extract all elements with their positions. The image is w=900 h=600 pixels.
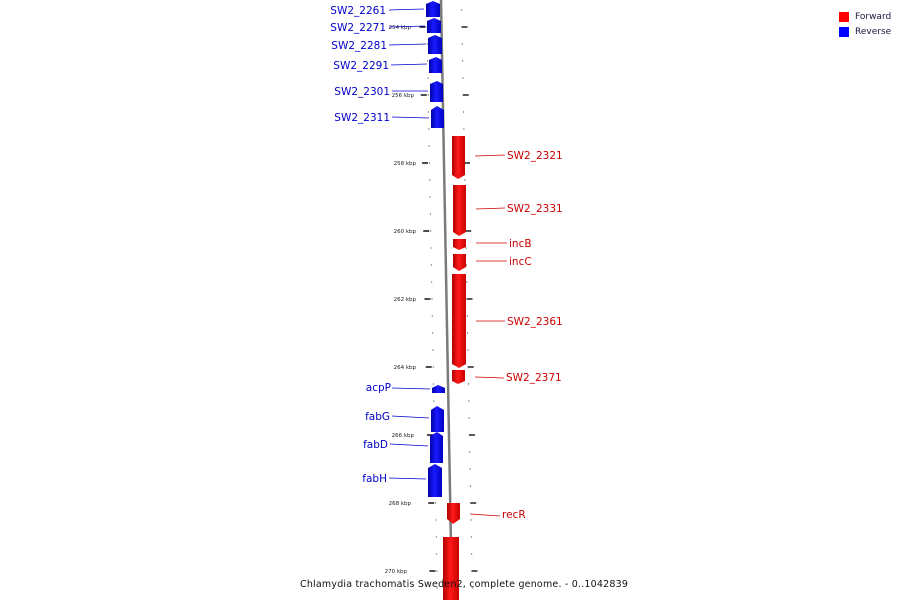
gene-label[interactable]: incB — [509, 238, 532, 250]
legend-label: Forward — [855, 11, 892, 22]
leader-line — [391, 415, 430, 419]
leader-line — [475, 207, 506, 210]
forward-genes — [443, 136, 466, 600]
leader-line — [391, 387, 431, 390]
gene-SW2_2361[interactable] — [452, 274, 466, 368]
gene-label[interactable]: acpP — [366, 382, 391, 394]
genome-caption: Chlamydia trachomatis Sweden2, complete … — [300, 579, 629, 590]
gene-recR[interactable] — [447, 503, 460, 524]
gene-fabD[interactable] — [430, 432, 443, 463]
ruler-label: 270 kbp — [385, 569, 408, 575]
leader-line — [388, 8, 425, 11]
ruler-label: 256 kbp — [392, 93, 415, 99]
leader-line — [474, 376, 505, 379]
leader-line — [388, 25, 426, 28]
gene-SW2_2261[interactable] — [426, 1, 440, 17]
gene-label[interactable]: fabG — [365, 411, 390, 423]
gene-label[interactable]: SW2_2331 — [507, 203, 563, 215]
gene-label[interactable]: fabD — [363, 439, 388, 451]
legend-item-reverse: Reverse — [839, 24, 891, 39]
gene-SW2_2291[interactable] — [429, 57, 442, 73]
gene-SW2_2331[interactable] — [453, 185, 466, 236]
gene-label[interactable]: SW2_2301 — [334, 86, 390, 98]
ruler-label: 268 kbp — [389, 501, 412, 507]
ruler-label: 260 kbp — [394, 229, 417, 235]
ruler-labels: 254 kbp 256 kbp 258 kbp 260 kbp 262 kbp … — [385, 25, 417, 575]
gene-label[interactable]: SW2_2361 — [507, 316, 563, 328]
legend-label: Reverse — [855, 26, 892, 37]
gene-label[interactable]: SW2_2311 — [334, 112, 390, 124]
gene-label[interactable]: SW2_2321 — [507, 150, 563, 162]
leader-line — [390, 63, 428, 66]
ruler-label: 262 kbp — [394, 297, 417, 303]
reverse-swatch — [839, 26, 849, 37]
gene-label[interactable]: SW2_2271 — [330, 22, 386, 34]
gene-label[interactable]: SW2_2371 — [506, 372, 562, 384]
leader-line — [474, 154, 506, 157]
gene-SW2_2301[interactable] — [430, 81, 443, 102]
gene-incB[interactable] — [453, 239, 466, 250]
ruler-ticks — [419, 9, 478, 589]
gene-label[interactable]: SW2_2291 — [333, 60, 389, 72]
gene-label[interactable]: fabH — [362, 473, 387, 485]
leader-line — [389, 443, 429, 447]
gene-forward-partial[interactable] — [443, 537, 459, 600]
reverse-genes — [426, 1, 445, 497]
forward-swatch — [839, 11, 849, 22]
ruler-label: 254 kbp — [389, 25, 412, 31]
reverse-gene-labels: SW2_2261 SW2_2271 SW2_2281 SW2_2291 SW2_… — [330, 5, 391, 485]
ruler-label: 266 kbp — [392, 433, 415, 439]
gene-SW2_2271[interactable] — [427, 18, 441, 33]
gene-label[interactable]: SW2_2281 — [331, 40, 387, 52]
gene-SW2_2281[interactable] — [428, 35, 442, 54]
gene-fabG[interactable] — [431, 406, 444, 432]
legend-item-forward: Forward — [839, 9, 891, 24]
leader-line — [388, 43, 427, 46]
gene-SW2_2321[interactable] — [452, 136, 465, 179]
gene-SW2_2371[interactable] — [452, 370, 465, 384]
gene-fabH[interactable] — [428, 464, 442, 497]
gene-label[interactable]: SW2_2261 — [330, 5, 386, 17]
leader-line — [391, 116, 430, 119]
gene-acpP[interactable] — [432, 385, 445, 393]
gene-label[interactable]: incC — [509, 256, 532, 268]
gene-label[interactable]: recR — [502, 509, 526, 521]
leader-line — [469, 513, 501, 517]
gene-SW2_2311[interactable] — [431, 106, 444, 128]
ruler-label: 264 kbp — [394, 365, 417, 371]
leader-line — [388, 477, 427, 480]
gene-incC[interactable] — [453, 254, 466, 271]
forward-gene-labels: SW2_2321 SW2_2331 incB incC SW2_2361 SW2… — [502, 150, 563, 521]
strand-legend: Forward Reverse — [839, 9, 891, 39]
label-leaders — [388, 8, 507, 517]
ruler-label: 258 kbp — [394, 161, 417, 167]
